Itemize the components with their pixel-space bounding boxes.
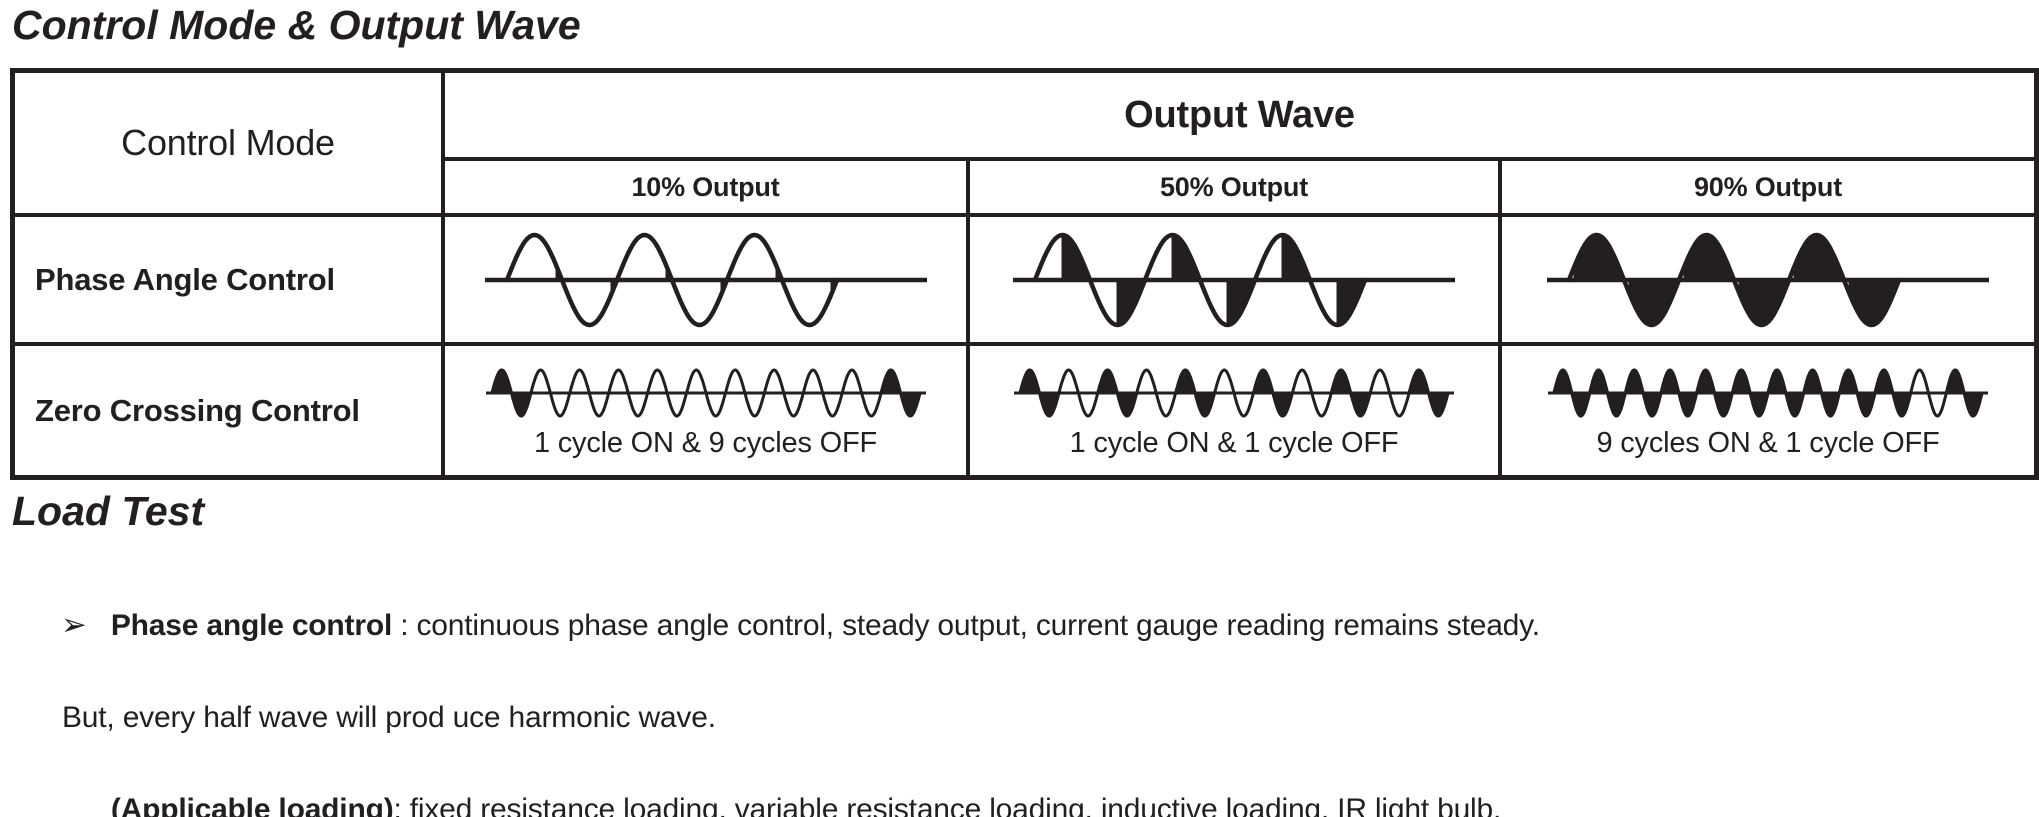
bullet-text: : fixed resistance loading, variable res… — [393, 793, 1502, 817]
column-header-label: 90% Output — [1693, 171, 1842, 202]
control-mode-output-wave-table: Control Mode Output Wave 10% Output 50% … — [10, 68, 2039, 480]
applicable-loading-bold: (Applicable loading) — [110, 793, 394, 817]
output-wave-label: Output Wave — [1124, 93, 1355, 136]
row-label-zero-crossing-control: Zero Crossing Control — [15, 342, 445, 475]
load-test-heading: Load Test — [12, 488, 205, 534]
phase-angle-90-waveform — [1547, 232, 1989, 327]
page-title: Control Mode & Output Wave — [12, 2, 581, 48]
arrow-bullet-icon: ➢ — [60, 607, 87, 642]
column-header-label: 10% Output — [631, 171, 780, 202]
bullet-lead-bold: Phase angle control — [110, 609, 393, 642]
bullet-phase-angle-line2: But, every half wave will prod uce harmo… — [62, 701, 716, 734]
corner-cell-control-mode: Control Mode — [15, 73, 445, 213]
row-label-text: Zero Crossing Control — [35, 392, 360, 428]
row-label-text: Phase Angle Control — [35, 261, 335, 297]
zero-crossing-10-caption: 1 cycle ON & 9 cycles OFF — [533, 427, 878, 459]
column-header-label: 50% Output — [1159, 171, 1308, 202]
phase-angle-50-waveform — [1013, 232, 1455, 327]
load-test-section: ➢ Phase angle control : continuous phase … — [12, 556, 2027, 817]
column-header-10-output: 10% Output — [445, 157, 970, 213]
control-mode-label: Control Mode — [121, 122, 335, 163]
cell-phase-angle-10 — [445, 213, 970, 342]
zero-crossing-90-waveform — [1548, 368, 1988, 418]
bullet-text: : continuous phase angle control, steady… — [392, 609, 1540, 642]
column-header-90-output: 90% Output — [1502, 157, 2034, 213]
cell-zero-crossing-10: 1 cycle ON & 9 cycles OFF — [445, 342, 970, 475]
column-header-50-output: 50% Output — [970, 157, 1502, 213]
output-wave-header-cell: Output Wave — [445, 73, 2034, 157]
zero-crossing-10-waveform — [485, 368, 926, 418]
bullet-phase-angle-line3: (Applicable loading): fixed resistance l… — [12, 741, 2027, 817]
zero-crossing-50-caption: 1 cycle ON & 1 cycle OFF — [1069, 427, 1399, 459]
cell-zero-crossing-50: 1 cycle ON & 1 cycle OFF — [970, 342, 1502, 475]
cell-phase-angle-50 — [970, 213, 1502, 342]
zero-crossing-50-waveform — [1014, 368, 1454, 418]
cell-zero-crossing-90: 9 cycles ON & 1 cycle OFF — [1502, 342, 2034, 475]
phase-angle-10-waveform — [484, 232, 927, 327]
row-label-phase-angle-control: Phase Angle Control — [15, 213, 445, 342]
zero-crossing-90-caption: 9 cycles ON & 1 cycle OFF — [1596, 427, 1940, 459]
cell-phase-angle-90 — [1502, 213, 2034, 342]
bullet-phase-angle-line1: ➢ Phase angle control : continuous phase … — [12, 556, 2027, 695]
